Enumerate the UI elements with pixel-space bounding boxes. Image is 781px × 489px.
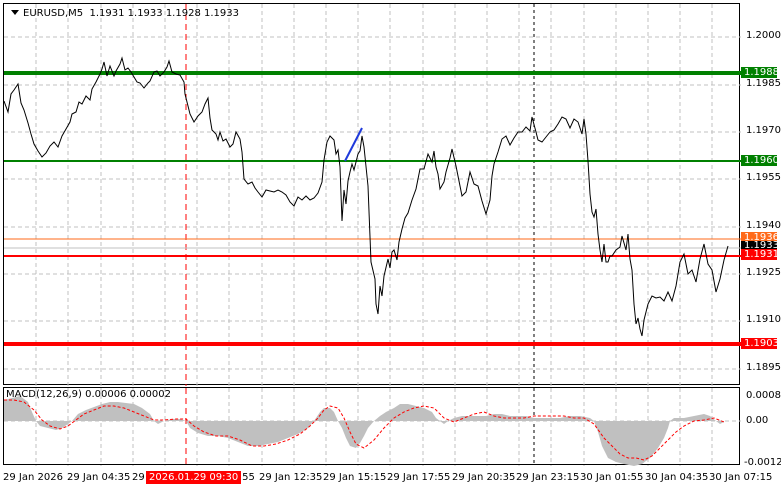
time-label: 30 Jan 01:55	[580, 472, 644, 483]
price-chart-pane[interactable]: EURUSD,M5 1.1931 1.1933 1.1928 1.1933	[3, 3, 741, 386]
time-label: 29 Jan 20:35	[452, 472, 516, 483]
price-chart-canvas	[4, 4, 741, 386]
vertical-grid	[35, 4, 713, 386]
trendline-segment	[344, 127, 363, 162]
macd-tick-max: 0.00084	[746, 390, 781, 401]
price-tick: 1.1940	[746, 220, 781, 231]
macd-histogram	[4, 396, 724, 466]
crosshair-time-tag: 2026.01.29 09:30	[146, 471, 242, 484]
price-tick: 1.1985	[746, 78, 781, 89]
time-label: 29 Jan 17:55	[387, 472, 451, 483]
time-label: 29 Jan 2026	[3, 472, 63, 483]
price-tick: 1.1895	[746, 362, 781, 373]
symbol-label: EURUSD,M5	[23, 8, 84, 19]
macd-canvas	[4, 388, 741, 466]
chart-title: EURUSD,M5 1.1931 1.1933 1.1928 1.1933	[11, 8, 239, 19]
dropdown-triangle-icon[interactable]	[11, 10, 19, 15]
horizontal-grid	[4, 36, 741, 370]
level-tag-1903: 1.1903	[741, 338, 779, 349]
macd-pane[interactable]	[3, 387, 741, 466]
current-price-tag: 1.1933	[741, 241, 777, 249]
price-tick: 1.1955	[746, 172, 781, 183]
time-label: 29 J	[132, 472, 151, 483]
macd-label: MACD(12,26,9) 0.00006 0.00002	[6, 389, 172, 400]
time-label: 29 Jan 04:35	[67, 472, 131, 483]
time-label: 30 Jan 04:35	[645, 472, 709, 483]
macd-signal-line	[4, 399, 725, 461]
price-line	[4, 56, 729, 337]
level-tag-1936: 1.1936	[741, 232, 779, 243]
price-tick: 1.1970	[746, 125, 781, 136]
macd-tick-zero: 0.00	[746, 415, 769, 426]
price-tick: 1.1910	[746, 314, 781, 325]
level-tag-1988: 1.1988	[741, 67, 779, 78]
time-label: 29 Jan 23:15	[516, 472, 580, 483]
price-tick: 1.1925	[746, 267, 781, 278]
ohlc-values: 1.1931 1.1933 1.1928 1.1933	[89, 8, 239, 19]
time-label: 29 Jan 15:15	[323, 472, 387, 483]
price-tick: 1.2000	[746, 30, 781, 41]
macd-tick-min: -0.00121	[744, 457, 781, 468]
level-tag-1931: 1.1931	[741, 249, 779, 260]
time-label: 30 Jan 07:15	[709, 472, 773, 483]
time-label: 29 Jan 12:35	[259, 472, 323, 483]
level-tag-1960: 1.1960	[741, 155, 779, 166]
